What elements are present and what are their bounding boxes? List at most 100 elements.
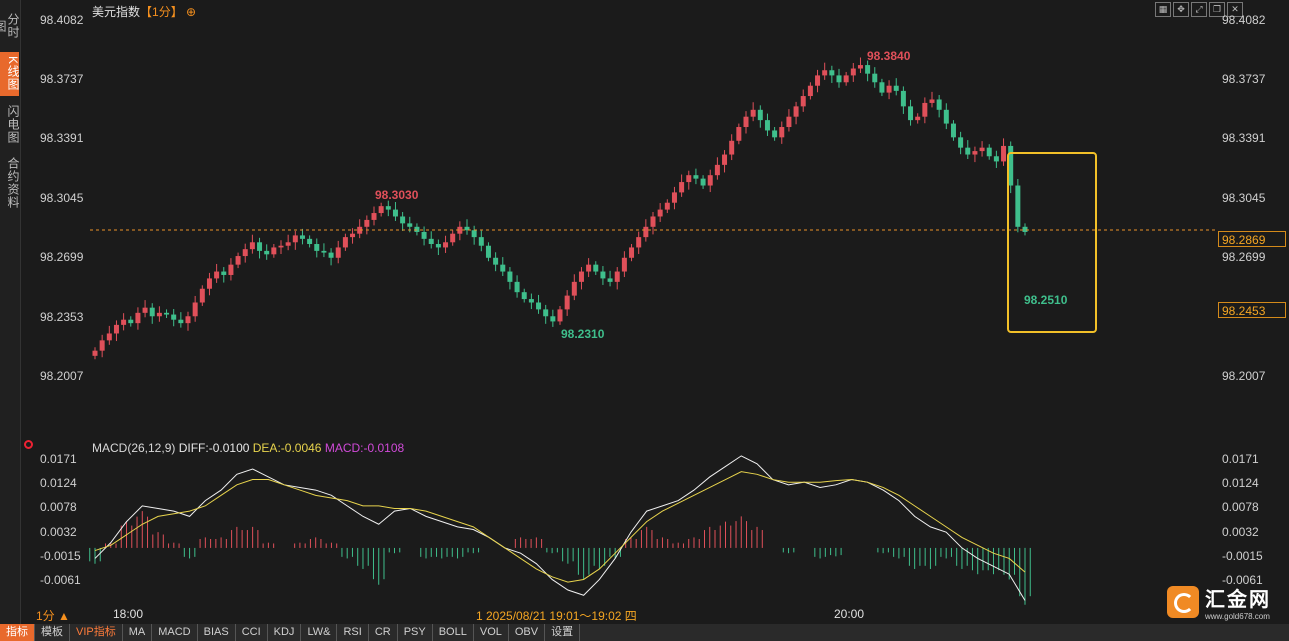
macd-axis-right-label: 0.0124 bbox=[1222, 476, 1259, 490]
candle-body bbox=[435, 244, 441, 248]
tab-boll[interactable]: BOLL bbox=[433, 624, 474, 641]
candle-body bbox=[292, 235, 298, 243]
candle-body bbox=[779, 127, 785, 138]
candle-body bbox=[407, 223, 413, 227]
grid-icon[interactable]: ▦ bbox=[1155, 2, 1171, 17]
candle-body bbox=[614, 271, 620, 282]
close-icon[interactable]: ✕ bbox=[1227, 2, 1243, 17]
candle-body bbox=[922, 102, 928, 117]
tab-psy[interactable]: PSY bbox=[398, 624, 433, 641]
macd-diff-line bbox=[94, 455, 1026, 601]
tab-cci[interactable]: CCI bbox=[236, 624, 268, 641]
candle-body bbox=[156, 312, 162, 317]
candle-body bbox=[221, 271, 227, 275]
price-annotation-local-low: 98.2310 bbox=[561, 327, 605, 341]
candle-body bbox=[743, 116, 749, 128]
price-axis-left-label: 98.2353 bbox=[40, 310, 84, 324]
candle-body bbox=[428, 238, 434, 245]
candle-body bbox=[586, 264, 592, 272]
period-badge[interactable]: 1分 ▲ bbox=[36, 609, 70, 623]
logo-name: 汇金网 bbox=[1205, 589, 1271, 611]
candle-body bbox=[364, 219, 370, 227]
price-axis-right-label: 98.2007 bbox=[1222, 369, 1266, 383]
time-label: 18:00 bbox=[113, 607, 144, 621]
candle-body bbox=[714, 164, 720, 176]
macd-axis-left-label: -0.0061 bbox=[40, 573, 81, 587]
candle-body bbox=[643, 226, 649, 238]
price-axis-left-label: 98.2007 bbox=[40, 369, 84, 383]
candle-body bbox=[414, 226, 420, 232]
candle-body bbox=[371, 213, 377, 220]
tab-contract-info[interactable]: 合约资料 bbox=[6, 157, 20, 209]
candle-body bbox=[392, 209, 398, 217]
tab-settings[interactable]: 设置 bbox=[545, 624, 581, 641]
candle-body bbox=[815, 75, 821, 86]
tab-vol[interactable]: VOL bbox=[474, 624, 509, 641]
price-annotation-local-high: 98.3030 bbox=[375, 188, 419, 202]
macd-value: MACD:-0.0108 bbox=[324, 441, 405, 455]
expand-icon[interactable]: ✥ bbox=[1173, 2, 1189, 17]
tab-indicator[interactable]: 指标 bbox=[0, 624, 35, 641]
candle-body bbox=[357, 226, 363, 234]
candle-body bbox=[171, 314, 177, 320]
candle-body bbox=[178, 319, 184, 324]
candle-body bbox=[650, 216, 656, 227]
tab-bias[interactable]: BIAS bbox=[198, 624, 236, 641]
macd-legend: MACD(26,12,9) DIFF:-0.0100 DEA:-0.0046 M… bbox=[92, 441, 404, 455]
candle-body bbox=[507, 271, 513, 282]
macd-axis-right-label: -0.0061 bbox=[1222, 573, 1263, 587]
candle-body bbox=[135, 312, 141, 324]
candle-body bbox=[500, 264, 506, 272]
candle-body bbox=[113, 324, 119, 334]
candle-body bbox=[342, 237, 348, 248]
restore-icon[interactable]: ❐ bbox=[1209, 2, 1225, 17]
symbol-title: 美元指数 bbox=[92, 5, 141, 19]
period-selector[interactable]: 【1分】 bbox=[140, 5, 183, 19]
brand-logo: 汇金网 www.gold678.com bbox=[1167, 583, 1271, 621]
candle-body bbox=[943, 109, 949, 124]
candle-body bbox=[786, 116, 792, 128]
tab-ma[interactable]: MA bbox=[123, 624, 153, 641]
price-axis-left-label: 98.3045 bbox=[40, 191, 84, 205]
tab-vip-indicator[interactable]: VIP指标 bbox=[70, 624, 123, 641]
price-axis-right-label: 98.3737 bbox=[1222, 72, 1266, 86]
fullscreen-icon[interactable]: ⤢ bbox=[1191, 2, 1207, 17]
tab-kline[interactable]: K线图 bbox=[0, 52, 20, 96]
tab-kdj[interactable]: KDJ bbox=[268, 624, 302, 641]
macd-axis-right-label: -0.0015 bbox=[1222, 549, 1263, 563]
candle-body bbox=[764, 120, 770, 131]
tab-macd[interactable]: MACD bbox=[152, 624, 198, 641]
candle-body bbox=[464, 226, 470, 231]
price-axis-left-label: 98.4082 bbox=[40, 13, 84, 27]
price-annotation-low: 98.2510 bbox=[1024, 293, 1068, 307]
tab-template[interactable]: 模板 bbox=[35, 624, 70, 641]
macd-dea-line bbox=[94, 471, 1026, 583]
candle-body bbox=[557, 309, 563, 322]
candle-body bbox=[185, 316, 191, 324]
macd-settings-icon[interactable] bbox=[24, 440, 33, 449]
tab-flash[interactable]: 闪电图 bbox=[6, 104, 20, 144]
candle-body bbox=[700, 178, 706, 186]
macd-diff: DIFF:-0.0100 bbox=[178, 441, 250, 455]
tab-timeshare[interactable]: 分时图 bbox=[0, 13, 20, 39]
tab-obv[interactable]: OBV bbox=[509, 624, 546, 641]
macd-axis-left-label: 0.0032 bbox=[40, 525, 77, 539]
candle-body bbox=[772, 130, 778, 138]
candle-body bbox=[421, 231, 427, 239]
macd-axis-right-label: 0.0171 bbox=[1222, 452, 1259, 466]
candle-body bbox=[478, 237, 484, 246]
tab-rsi[interactable]: RSI bbox=[337, 624, 369, 641]
candle-body bbox=[528, 299, 534, 303]
current-price-tag: 98.2869 bbox=[1218, 231, 1286, 247]
candle-body bbox=[550, 316, 556, 322]
candle-body bbox=[335, 247, 341, 258]
add-circle-icon[interactable]: ⊕ bbox=[186, 5, 197, 19]
tab-lw[interactable]: LW& bbox=[301, 624, 338, 641]
price-axis-right-label: 98.4082 bbox=[1222, 13, 1266, 27]
candle-body bbox=[693, 175, 699, 179]
tab-cr[interactable]: CR bbox=[369, 624, 398, 641]
macd-axis-left-label: 0.0171 bbox=[40, 452, 77, 466]
cursor-time-label: 1 2025/08/21 19:01～19:02 四 bbox=[476, 609, 637, 623]
candle-body bbox=[299, 235, 305, 239]
